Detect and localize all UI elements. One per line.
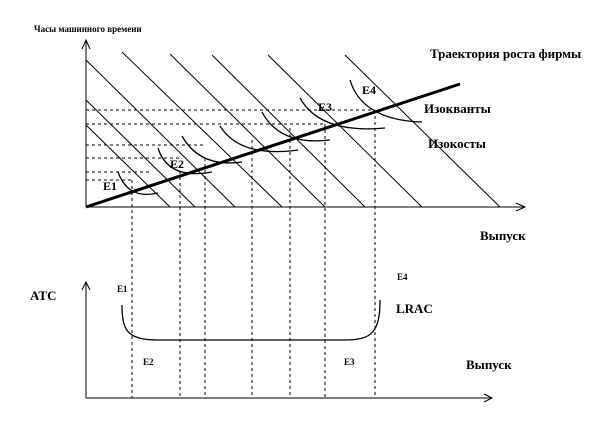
isoquant-curve	[181, 135, 243, 164]
growth-path-line	[85, 82, 461, 209]
top-x-axis-arrow	[515, 202, 527, 212]
isoquant-curve	[349, 79, 423, 123]
bottom-x-axis-label: Выпуск	[466, 357, 512, 372]
top-chart: Часы машинного времени Траектория роста …	[34, 24, 581, 398]
isoquant-curve	[299, 97, 386, 130]
bottom-label-e3: E3	[344, 357, 355, 367]
isocost-lines	[85, 51, 501, 208]
bottom-y-axis-arrow	[81, 280, 91, 291]
vertical-guides	[131, 110, 376, 398]
isoquant-curve	[261, 111, 331, 142]
point-label-e2: E2	[170, 157, 184, 171]
bottom-x-axis-arrow	[483, 393, 494, 403]
isoquant-curve	[219, 125, 299, 153]
bottom-chart: ATC LRAC Выпуск E1 E2 E3 E4	[30, 272, 512, 403]
top-x-axis-label: Выпуск	[480, 228, 526, 243]
lrac-label: LRAC	[396, 301, 433, 316]
isoquant-curve	[157, 147, 213, 175]
growth-path-label: Траектория роста фирмы	[430, 46, 581, 61]
bottom-label-e2: E2	[143, 357, 154, 367]
bottom-label-e4: E4	[397, 272, 408, 282]
isocost-line	[169, 53, 326, 208]
isoquants-label: Изокванты	[424, 101, 491, 116]
isocost-line	[211, 54, 366, 208]
point-label-e3: E3	[318, 100, 332, 114]
top-y-axis-label: Часы машинного времени	[34, 24, 142, 34]
isoquant-curves	[117, 79, 423, 195]
horizontal-guides	[86, 109, 375, 181]
point-label-e4: E4	[362, 83, 376, 97]
atc-axis-label: ATC	[30, 288, 56, 303]
isocost-line	[121, 51, 283, 208]
isocost-line	[85, 99, 196, 208]
point-label-e1: E1	[103, 179, 117, 193]
isocost-line	[344, 54, 501, 208]
isocosts-label: Изокосты	[428, 136, 486, 151]
lrac-curve	[121, 299, 381, 341]
isoquant-curve	[117, 171, 159, 195]
bottom-label-e1: E1	[117, 284, 128, 294]
isocost-line	[267, 54, 423, 208]
isocost-line	[85, 59, 236, 208]
top-y-axis-arrow	[81, 38, 91, 50]
